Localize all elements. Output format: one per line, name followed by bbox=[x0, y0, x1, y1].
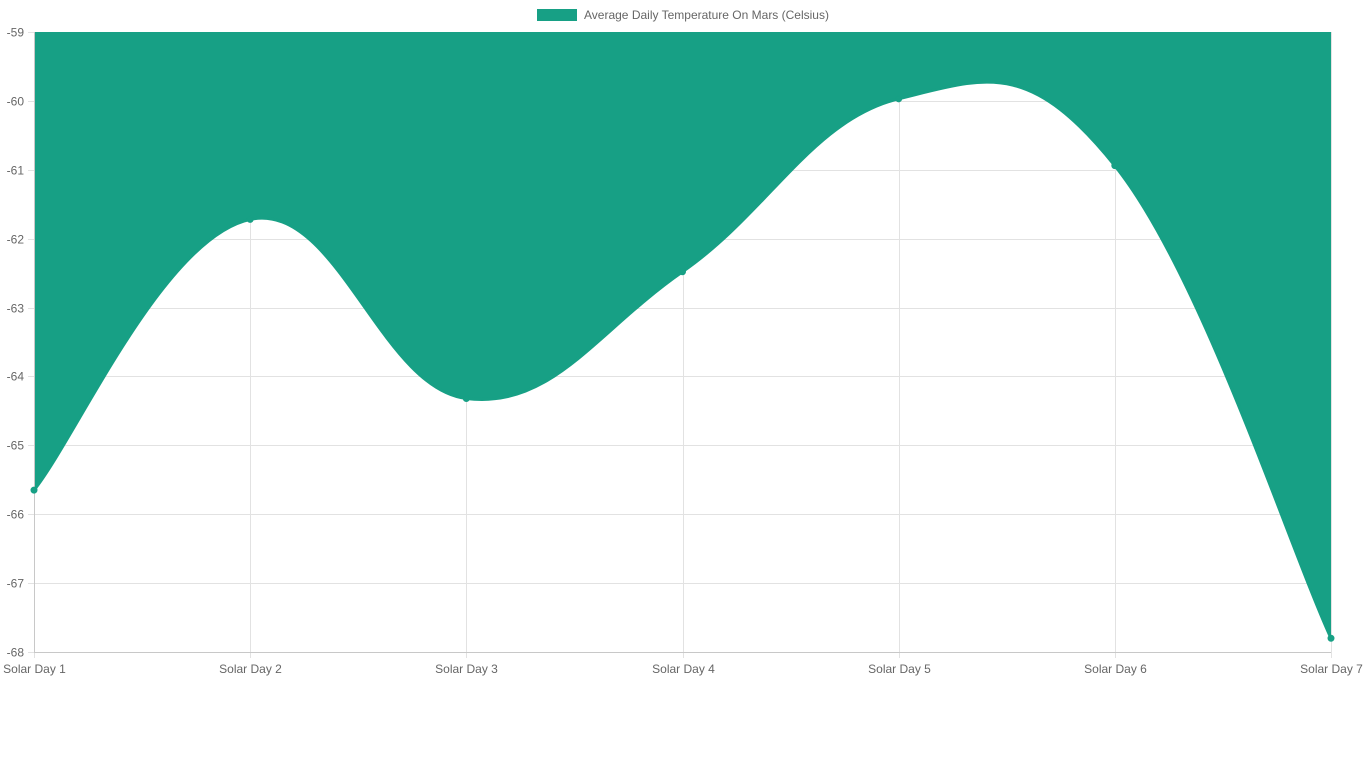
y-tick-label: -66 bbox=[7, 508, 25, 522]
point-layer bbox=[30, 95, 1335, 642]
y-tick-label: -64 bbox=[7, 370, 25, 384]
legend[interactable]: Average Daily Temperature On Mars (Celsi… bbox=[537, 8, 829, 22]
legend-swatch[interactable] bbox=[537, 9, 577, 21]
y-tick-label: -59 bbox=[7, 26, 25, 40]
data-point bbox=[462, 394, 470, 402]
x-tick-label: Solar Day 1 bbox=[3, 662, 66, 676]
data-point bbox=[30, 486, 38, 494]
x-tick-label: Solar Day 3 bbox=[435, 662, 498, 676]
x-tick-label: Solar Day 4 bbox=[652, 662, 715, 676]
data-point bbox=[246, 215, 254, 223]
y-tick-label: -63 bbox=[7, 302, 25, 316]
y-tick-label: -65 bbox=[7, 439, 25, 453]
series-area bbox=[34, 32, 1331, 639]
y-tick-label: -62 bbox=[7, 233, 25, 247]
data-point bbox=[1327, 634, 1335, 642]
legend-label[interactable]: Average Daily Temperature On Mars (Celsi… bbox=[584, 8, 829, 22]
y-tick-label: -67 bbox=[7, 577, 25, 591]
axis-layer bbox=[34, 32, 1331, 653]
y-tick-label: -68 bbox=[7, 646, 25, 660]
area-layer bbox=[32, 32, 1333, 639]
data-point bbox=[895, 95, 903, 103]
x-tick-label: Solar Day 7 bbox=[1300, 662, 1363, 676]
x-tick-label: Solar Day 5 bbox=[868, 662, 931, 676]
data-point bbox=[1111, 162, 1119, 170]
data-point bbox=[679, 268, 686, 276]
x-tick-label: Solar Day 2 bbox=[219, 662, 282, 676]
label-layer: -59 -60 -61 -62 -63 -64 -65 -66 -67 -68 Solar Day … bbox=[3, 26, 1363, 677]
x-tick-label: Solar Day 6 bbox=[1084, 662, 1147, 676]
y-tick-label: -60 bbox=[7, 95, 25, 109]
y-tick-label: -61 bbox=[7, 164, 25, 178]
